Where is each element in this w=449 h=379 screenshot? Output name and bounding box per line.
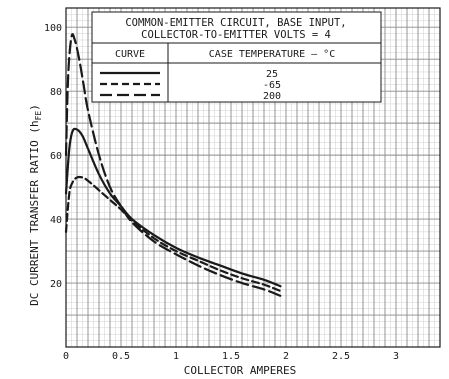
x-tick-label: 0.5 [112, 351, 130, 362]
legend-entry-200: 200 [263, 91, 281, 102]
x-tick-label: 2.5 [332, 351, 350, 362]
legend-title-line1: COMMON-EMITTER CIRCUIT, BASE INPUT, [125, 17, 346, 29]
x-tick-label: 2 [283, 351, 289, 362]
legend: COMMON-EMITTER CIRCUIT, BASE INPUT, COLL… [91, 11, 382, 103]
y-tick-label: 60 [50, 151, 62, 162]
legend-entry-25: 25 [266, 69, 278, 80]
x-tick-label: 1 [173, 351, 179, 362]
y-tick-label: 80 [50, 87, 62, 98]
y-axis-label: DC CURRENT TRANSFER RATIO (hFE) [28, 104, 43, 306]
legend-title-line2: COLLECTOR-TO-EMITTER VOLTS = 4 [141, 29, 331, 41]
y-tick-label: 20 [50, 279, 62, 290]
legend-col1-header: CURVE [115, 49, 145, 60]
series-line-200 [64, 33, 282, 297]
y-tick-label: 100 [44, 23, 62, 34]
x-tick-label: 3 [393, 351, 399, 362]
y-axis-label-sub: FE [34, 111, 43, 121]
y-axis-label-close: ) [28, 104, 41, 111]
x-axis-label: COLLECTOR AMPERES [184, 364, 297, 377]
x-tick-label: 1.5 [222, 351, 240, 362]
y-tick-label: 40 [50, 215, 62, 226]
series-line-minus65 [64, 175, 282, 293]
legend-entry-minus65: -65 [263, 80, 281, 91]
tick-label-layer: 0 0.5 1 1.5 2 2.5 3 20 40 60 80 100 [44, 23, 399, 362]
legend-col2-header: CASE TEMPERATURE — °C [209, 49, 335, 60]
series-layer [64, 33, 282, 297]
legend-box [91, 11, 382, 103]
x-tick-label: 0 [63, 351, 69, 362]
y-axis-label-main: DC CURRENT TRANSFER RATIO (h [28, 120, 41, 305]
